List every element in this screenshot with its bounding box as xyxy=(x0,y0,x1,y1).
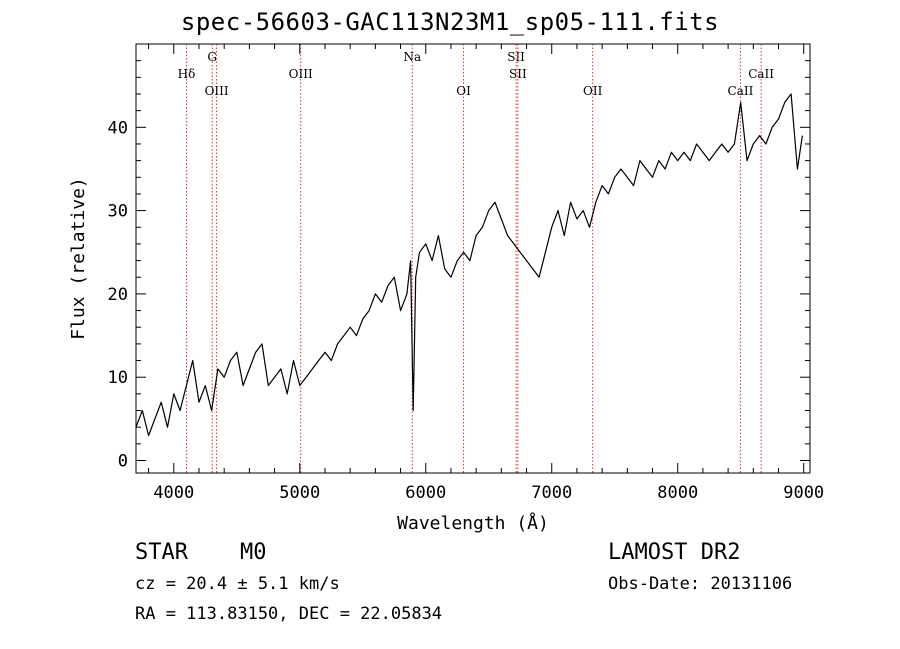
object-class: STAR xyxy=(135,540,188,565)
y-tick-label: 40 xyxy=(108,118,128,138)
redshift-label: cz = 20.4 ± 5.1 km/s xyxy=(135,574,340,594)
spectral-line-label: OIII xyxy=(205,84,229,98)
x-tick-label: 7000 xyxy=(531,483,572,503)
survey-label: LAMOST DR2 xyxy=(608,540,741,565)
coordinates-label: RA = 113.83150, DEC = 22.05834 xyxy=(135,604,443,624)
y-tick-label: 0 xyxy=(118,452,128,472)
spectrum-series-line xyxy=(135,93,803,437)
x-tick-label: 6000 xyxy=(405,483,446,503)
spectral-line-label: OII xyxy=(583,84,603,98)
x-tick-label: 9000 xyxy=(783,483,824,503)
spectral-line-label: G xyxy=(207,50,217,64)
x-tick-label: 8000 xyxy=(657,483,698,503)
spectral-line-label: OI xyxy=(456,84,471,98)
plot-frame xyxy=(135,43,811,474)
spectral-line-label: SII xyxy=(509,67,527,81)
y-tick-label: 10 xyxy=(108,368,128,388)
y-tick-label: 20 xyxy=(108,285,128,305)
obs-date-label: Obs-Date: 20131106 xyxy=(608,574,793,594)
object-subclass: M0 xyxy=(240,540,267,565)
x-tick-label: 5000 xyxy=(279,483,320,503)
x-axis-label: Wavelength (Å) xyxy=(397,512,549,534)
spectral-line-label: OIII xyxy=(289,67,313,81)
x-tick-label: 4000 xyxy=(153,483,194,503)
chart-title: spec-56603-GAC113N23M1_sp05-111.fits xyxy=(180,8,720,36)
spectral-line-label: CaII xyxy=(748,67,774,81)
y-tick-label: 30 xyxy=(108,202,128,222)
spectral-line-label: CaII xyxy=(728,84,754,98)
spectral-line-label: Hδ xyxy=(178,67,196,81)
y-axis-label: Flux (relative) xyxy=(68,177,89,340)
spectral-line-label: SII xyxy=(507,50,525,64)
spectral-line-label: Na xyxy=(403,50,421,64)
